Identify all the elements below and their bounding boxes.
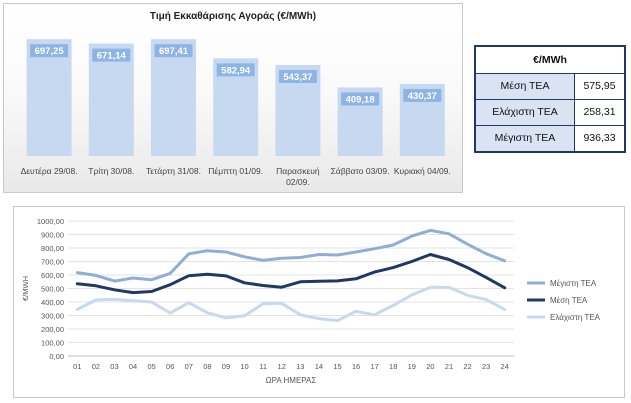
bar-value-label: 697,41 [159, 46, 189, 57]
bar [88, 43, 134, 157]
x-tick-label: 06 [166, 362, 174, 371]
stats-header: €/MWh [474, 45, 626, 74]
bar-chart: 697,25 Δευτέρα 29/08. 671,14 Τρίτη 30/08. 69… [21, 39, 451, 187]
stats-row-max: Μέγιστη ΤΕΑ 936,33 [474, 124, 626, 153]
bar-value-label-box [92, 48, 131, 62]
legend-label: Μέση ΤΕΑ [550, 296, 588, 305]
x-tick-label: Δευτέρα 29/08. [21, 166, 78, 176]
bar-value-label-box [154, 44, 193, 58]
x-tick-label: 11 [259, 362, 267, 371]
bar-value-label: 430,37 [408, 91, 437, 102]
x-tick-label: 22 [463, 362, 471, 371]
stats-label-max: Μέγιστη ΤΕΑ [474, 124, 575, 153]
legend-label: Ελάχιστη ΤΕΑ [550, 313, 601, 322]
y-tick-label: 1000,00 [37, 217, 64, 226]
bar-value-label-box [216, 63, 255, 77]
bar-value-label-box [403, 88, 442, 102]
price-stats-table: €/MWh Μέση ΤΕΑ 575,95 Ελάχιστη ΤΕΑ 258,3… [474, 45, 626, 153]
stats-header-row: €/MWh [474, 45, 626, 74]
x-tick-label: Πέμπτη 01/09. [208, 166, 263, 176]
x-tick-label: 21 [445, 362, 453, 371]
x-tick-label: 17 [370, 362, 378, 371]
x-tick-label: 19 [408, 362, 416, 371]
bar-value-label-box [30, 44, 69, 58]
x-tick-label: 16 [352, 362, 360, 371]
y-tick-label: 900,00 [41, 231, 64, 240]
bar-value-label: 671,14 [97, 51, 127, 62]
x-tick-label: 02/09. [286, 177, 310, 187]
x-tick-label: 03 [110, 362, 118, 371]
stats-value-max: 936,33 [574, 124, 626, 153]
y-tick-label: 400,00 [41, 298, 64, 307]
bar-value-label-box [341, 92, 380, 106]
series-line [75, 228, 507, 283]
bar-chart-title: Τιμή Εκκαθάρισης Αγοράς (€/MWh) [149, 11, 317, 22]
x-tick-label: Κυριακή 04/09. [394, 166, 451, 176]
x-tick-label: 01 [73, 362, 81, 371]
y-tick-label: 600,00 [41, 271, 64, 280]
x-tick-label: 14 [315, 362, 323, 371]
bar-value-label: 697,25 [35, 46, 65, 57]
bar-value-label: 543,37 [283, 72, 312, 83]
bar-value-label: 409,18 [346, 94, 375, 105]
x-tick-label: 23 [482, 362, 490, 371]
x-axis-label: ΩΡΑ ΗΜΕΡΑΣ [266, 376, 317, 385]
y-tick-label: 0,00 [49, 352, 64, 361]
x-tick-label: 04 [129, 362, 137, 371]
y-tick-label: 100,00 [41, 339, 64, 348]
x-tick-label: 07 [185, 362, 193, 371]
x-tick-label: 20 [426, 362, 434, 371]
stats-label-min: Ελάχιστη ΤΕΑ [474, 98, 575, 126]
line-chart-panel: 0,00 100,00 200,00 300,00 400,00 500,00 600,00… [13, 206, 625, 398]
x-tick-label: 18 [389, 362, 397, 371]
x-tick-label: Σάββατο 03/09. [331, 166, 390, 176]
y-tick-label: 800,00 [41, 244, 64, 253]
stats-label-mean: Μέση ΤΕΑ [474, 73, 575, 100]
x-tick-label: 12 [278, 362, 286, 371]
legend-label: Μέγιστη ΤΕΑ [550, 279, 597, 288]
x-tick-label: Τρίτη 30/08. [88, 166, 134, 176]
stats-value-min: 258,31 [574, 98, 626, 126]
y-axis-label: €/MWH [21, 276, 30, 301]
bar-value-label: 582,94 [221, 65, 251, 76]
series-line [75, 253, 507, 295]
x-tick-label: 13 [296, 362, 304, 371]
bar-value-label-box [278, 69, 317, 83]
stats-value-mean: 575,95 [574, 73, 626, 100]
bar [26, 39, 72, 156]
x-tick-label: 05 [147, 362, 155, 371]
x-tick-label: 09 [222, 362, 230, 371]
bar [151, 39, 196, 157]
stats-row-mean: Μέση ΤΕΑ 575,95 [474, 73, 626, 100]
x-tick-label: 10 [240, 362, 248, 371]
x-tick-label: 24 [501, 362, 509, 371]
bar-chart-panel: 697,25 Δευτέρα 29/08. 671,14 Τρίτη 30/08. 69… [3, 3, 463, 193]
y-tick-label: 300,00 [41, 312, 64, 321]
y-tick-label: 200,00 [41, 325, 64, 334]
x-tick-label: 02 [92, 362, 100, 371]
x-tick-label: 08 [203, 362, 211, 371]
x-tick-label: Παρασκευή [276, 166, 320, 176]
x-tick-label: Τετάρτη 31/08. [146, 166, 201, 176]
series-line [75, 285, 507, 323]
stats-row-min: Ελάχιστη ΤΕΑ 258,31 [474, 98, 626, 126]
y-tick-label: 500,00 [41, 285, 64, 294]
line-chart: 0,00 100,00 200,00 300,00 400,00 500,00 600,00… [21, 217, 601, 385]
x-tick-label: 15 [333, 362, 341, 371]
y-tick-label: 700,00 [41, 258, 64, 267]
